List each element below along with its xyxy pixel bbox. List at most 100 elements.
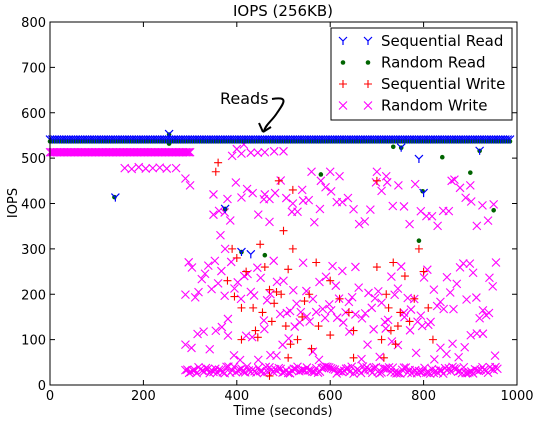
- data-point: [428, 335, 437, 344]
- data-point: [285, 368, 295, 378]
- data-point: [354, 283, 364, 293]
- data-point: [414, 366, 424, 376]
- data-point: [419, 273, 429, 282]
- data-point: [439, 154, 445, 160]
- data-point: [110, 193, 120, 202]
- data-point: [211, 167, 220, 176]
- data-point: [267, 317, 276, 326]
- data-point: [230, 292, 239, 301]
- data-point: [300, 297, 309, 306]
- data-point: [256, 240, 265, 249]
- data-point: [209, 210, 218, 220]
- data-point: [425, 369, 435, 379]
- data-point: [262, 252, 268, 258]
- data-point: [307, 344, 316, 353]
- data-point: [364, 288, 373, 298]
- data-point: [217, 322, 227, 332]
- data-point: [393, 180, 403, 190]
- chart-legend: Sequential Read Random Read Sequential Wri…: [330, 27, 513, 121]
- data-point: [148, 163, 158, 173]
- data-point: [214, 365, 224, 374]
- reads-annotation-arrowhead: [258, 122, 272, 133]
- y-tick-label: 200: [21, 288, 46, 303]
- reads-annotation: Reads: [220, 89, 269, 108]
- data-point: [452, 279, 462, 289]
- data-point: [335, 171, 344, 181]
- data-point: [424, 303, 433, 312]
- data-point: [187, 263, 197, 272]
- data-point: [393, 322, 402, 331]
- data-point: [436, 297, 445, 307]
- data-point: [253, 210, 263, 220]
- data-point: [351, 262, 360, 272]
- y-tick-label: 800: [21, 16, 46, 31]
- data-point: [308, 294, 318, 304]
- data-point: [188, 366, 198, 375]
- data-point: [393, 284, 403, 293]
- x-tick-label: 400: [224, 389, 249, 404]
- data-point: [492, 364, 502, 374]
- data-point: [326, 186, 336, 196]
- data-point: [297, 185, 307, 195]
- data-point: [386, 367, 396, 377]
- data-point: [258, 308, 267, 317]
- data-point: [416, 238, 422, 244]
- data-point: [164, 129, 174, 139]
- data-point: [230, 284, 239, 293]
- data-point: [207, 284, 216, 294]
- data-point: [166, 141, 172, 146]
- y-tick-label: 300: [21, 243, 46, 258]
- data-point: [288, 185, 297, 194]
- data-point: [396, 262, 406, 271]
- data-point: [337, 197, 347, 207]
- data-point: [328, 261, 337, 271]
- data-point: [318, 304, 328, 314]
- data-point: [449, 304, 458, 314]
- data-point: [326, 331, 335, 340]
- data-point: [422, 265, 432, 275]
- data-point: [200, 269, 210, 279]
- data-point: [309, 217, 319, 227]
- data-point: [247, 332, 257, 342]
- data-point: [354, 219, 364, 229]
- series-random-write: [45, 140, 502, 379]
- data-point: [381, 171, 391, 181]
- data-point: [298, 312, 307, 321]
- data-point: [489, 199, 499, 209]
- data-point: [223, 276, 232, 285]
- data-point: [461, 193, 471, 203]
- data-point: [281, 193, 291, 203]
- data-point: [260, 147, 270, 157]
- data-point: [491, 258, 501, 267]
- data-point: [315, 277, 324, 287]
- legend-marker: [365, 60, 371, 65]
- data-point: [410, 294, 419, 303]
- legend-item: Sequential Write: [339, 75, 505, 93]
- legend-label: Sequential Read: [381, 32, 503, 50]
- data-point: [419, 188, 429, 198]
- y-tick-label: 100: [21, 334, 46, 349]
- series-sequential-read: [45, 129, 515, 259]
- data-point: [127, 164, 137, 174]
- data-point: [216, 230, 225, 240]
- data-point: [284, 334, 294, 343]
- data-point: [357, 313, 367, 323]
- data-point: [312, 258, 321, 267]
- data-point: [444, 206, 454, 216]
- y-tick-label: 600: [21, 107, 46, 122]
- data-point: [391, 340, 400, 349]
- data-point: [335, 294, 344, 303]
- data-point: [375, 352, 385, 362]
- data-point: [372, 167, 382, 177]
- data-point: [460, 342, 470, 352]
- data-point: [314, 355, 324, 365]
- data-point: [141, 164, 151, 173]
- data-point: [377, 298, 386, 308]
- data-point: [246, 249, 256, 259]
- data-point: [185, 180, 195, 190]
- data-point: [357, 354, 366, 364]
- data-point: [472, 221, 482, 231]
- data-point: [269, 256, 279, 266]
- data-point: [405, 219, 414, 229]
- data-point: [217, 266, 226, 276]
